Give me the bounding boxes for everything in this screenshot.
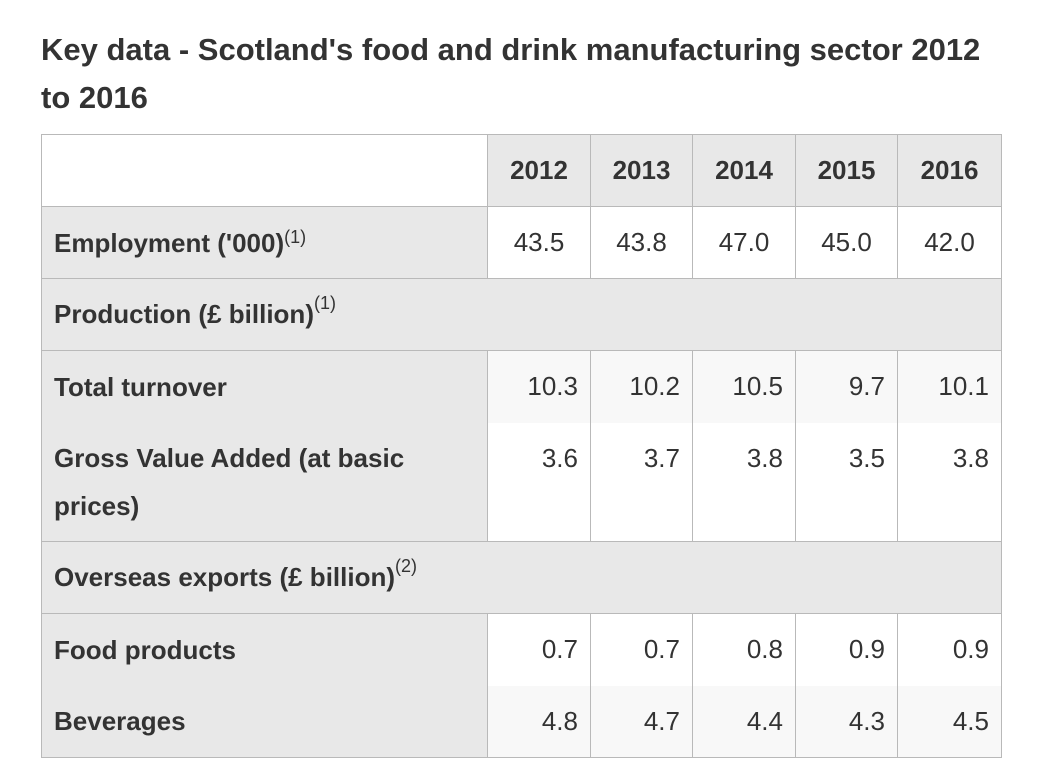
- section-row-exports: Overseas exports (£ billion)(2): [41, 541, 1002, 614]
- row-label: Beverages: [41, 685, 488, 758]
- key-data-table: 2012 2013 2014 2015 2016 Employment ('00…: [41, 134, 1002, 758]
- table-row-turnover: Total turnover 10.3 10.2 10.5 9.7 10.1: [41, 350, 1002, 423]
- footnote-ref: (2): [395, 556, 418, 576]
- section-label: Production (£ billion)(1): [41, 278, 1002, 351]
- year-header: 2015: [795, 134, 898, 207]
- value-cell: 0.7: [590, 613, 693, 686]
- value-cell: 0.9: [795, 613, 898, 686]
- value-cell: 3.6: [487, 422, 591, 542]
- value-cell: 4.8: [487, 685, 591, 758]
- value-cell: 4.3: [795, 685, 898, 758]
- row-label: Gross Value Added (at basic prices): [41, 422, 488, 542]
- value-cell: 43.5: [487, 206, 591, 279]
- row-label: Employment ('000)(1): [41, 206, 488, 279]
- table-row-beverages: Beverages 4.8 4.7 4.4 4.3 4.5: [41, 685, 1002, 758]
- value-cell: 47.0: [692, 206, 796, 279]
- row-label: Total turnover: [41, 350, 488, 423]
- header-row: 2012 2013 2014 2015 2016: [41, 134, 1002, 207]
- footnote-ref: (1): [313, 293, 336, 313]
- value-cell: 4.5: [897, 685, 1002, 758]
- value-cell: 0.8: [692, 613, 796, 686]
- year-header: 2013: [590, 134, 693, 207]
- row-label: Food products: [41, 613, 488, 686]
- value-cell: 9.7: [795, 350, 898, 423]
- value-cell: 45.0: [795, 206, 898, 279]
- value-cell: 10.5: [692, 350, 796, 423]
- value-cell: 43.8: [590, 206, 693, 279]
- year-header: 2014: [692, 134, 796, 207]
- section-label-text: Overseas exports (£ billion): [54, 562, 396, 592]
- corner-cell: [41, 134, 488, 207]
- row-label-text: Employment ('000): [54, 227, 285, 258]
- value-cell: 3.7: [590, 422, 693, 542]
- value-cell: 3.5: [795, 422, 898, 542]
- value-cell: 0.7: [487, 613, 591, 686]
- year-header: 2016: [897, 134, 1002, 207]
- year-header: 2012: [487, 134, 591, 207]
- section-label-text: Production (£ billion): [54, 299, 314, 329]
- value-cell: 10.1: [897, 350, 1002, 423]
- value-cell: 3.8: [692, 422, 796, 542]
- value-cell: 10.3: [487, 350, 591, 423]
- value-cell: 0.9: [897, 613, 1002, 686]
- table-row-employment: Employment ('000)(1) 43.5 43.8 47.0 45.0…: [41, 206, 1002, 279]
- value-cell: 4.7: [590, 685, 693, 758]
- footnote-ref: (1): [284, 226, 307, 247]
- section-label: Overseas exports (£ billion)(2): [41, 541, 1002, 614]
- value-cell: 42.0: [897, 206, 1002, 279]
- table-row-gva: Gross Value Added (at basic prices) 3.6 …: [41, 422, 1002, 542]
- value-cell: 10.2: [590, 350, 693, 423]
- value-cell: 3.8: [897, 422, 1002, 542]
- page-title: Key data - Scotland's food and drink man…: [41, 32, 981, 115]
- table-row-food: Food products 0.7 0.7 0.8 0.9 0.9: [41, 613, 1002, 686]
- value-cell: 4.4: [692, 685, 796, 758]
- section-row-production: Production (£ billion)(1): [41, 278, 1002, 351]
